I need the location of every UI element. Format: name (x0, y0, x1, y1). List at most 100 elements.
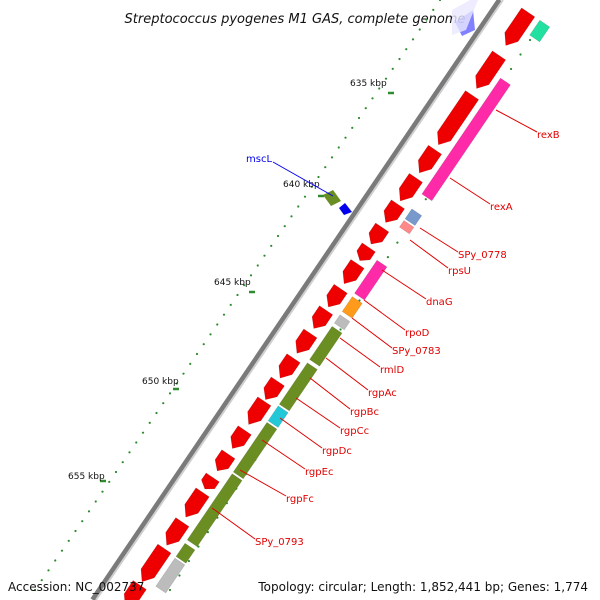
outer-dot (216, 323, 219, 326)
leader-line-rgpCc (295, 397, 341, 429)
outer-dot (351, 126, 354, 129)
gene-label-dnaG: dnaG (426, 297, 453, 308)
inner-dot (339, 328, 342, 331)
tick-label-650: 650 kbp (142, 377, 179, 387)
outer-dot (195, 352, 199, 356)
outer-dot (108, 480, 111, 483)
outer-dot (364, 107, 367, 110)
outer-dot (54, 559, 57, 562)
outer-dot (175, 382, 178, 385)
leader-line-rgpDc (279, 417, 323, 449)
outer-dot (222, 313, 226, 316)
gene-label-rgpBc: rgpBc (350, 407, 379, 418)
tick-label-635: 635 kbp (350, 79, 387, 89)
gene-label-rgpEc: rgpEc (305, 467, 333, 478)
cds-arrow (247, 396, 272, 425)
accession-text: Accession: NC_002737 (8, 580, 145, 594)
outer-feature-olive (323, 190, 341, 206)
feature-block (267, 405, 289, 428)
outer-dot (67, 539, 70, 542)
gene-labels: rexB rexA SPy_0778 rpsU dnaG rpoD SPy_0783 rmlD… (211, 109, 560, 548)
cds-arrow (278, 353, 301, 379)
outer-dot (60, 549, 64, 552)
inner-dot (396, 241, 399, 244)
gene-label-rexA: rexA (490, 202, 513, 213)
outer-dot (344, 136, 347, 139)
feature-block (354, 259, 388, 301)
leader-line-rgpAc (325, 357, 369, 391)
genome-backbone (90, 0, 504, 600)
feature-block (529, 19, 551, 43)
outer-dot (290, 215, 293, 218)
outer-dot (324, 166, 327, 169)
outer-dot (330, 156, 334, 159)
outer-dot (209, 333, 212, 336)
leader-line-rpsU (409, 239, 449, 269)
feature-block (232, 421, 278, 480)
outer-dot (94, 500, 97, 503)
gene-label-rgpFc: rgpFc (286, 494, 314, 505)
outer-dot (283, 225, 286, 228)
cds-arrow (368, 222, 390, 245)
outer-dot (303, 195, 307, 198)
outer-dot (229, 303, 232, 306)
inner-dot (509, 67, 513, 71)
outer-dot (121, 461, 124, 464)
leader-line-rmlD (339, 337, 381, 368)
outer-dot (47, 569, 50, 572)
leader-line-rgpEc (261, 439, 306, 470)
cds-arrow (342, 259, 365, 285)
outer-dot (101, 490, 104, 493)
outer-dot (114, 470, 118, 474)
gene-label-rgpAc: rgpAc (368, 388, 397, 399)
outer-dot (438, 0, 442, 2)
mscl-pointer-line (272, 161, 334, 197)
cds-arrow (214, 449, 236, 472)
cds-arrow (295, 328, 318, 354)
cds-arrow (311, 305, 334, 329)
outer-dot (357, 116, 361, 120)
inner-dot (424, 198, 427, 201)
outer-dot (40, 579, 43, 582)
outer-dot (243, 284, 246, 287)
leader-line-SPy_0783 (351, 317, 393, 349)
outer-dot (81, 520, 84, 523)
feature-block (341, 296, 363, 319)
feature-block (333, 314, 351, 331)
genome-summary-text: Topology: circular; Length: 1,852,441 bp… (258, 580, 588, 594)
outer-dot (189, 362, 192, 365)
gene-label-rmlD: rmlD (380, 365, 404, 376)
feature-block (309, 325, 343, 367)
kbp-ticks: 635 kbp 640 kbp 645 kbp 650 kbp 655 kbp (68, 79, 394, 483)
leader-line-SPy_0793 (211, 507, 256, 540)
feature-block (404, 208, 423, 226)
outer-dot (405, 48, 408, 51)
outer-feature-top-white (452, 0, 478, 35)
outer-dot (337, 146, 340, 149)
inner-dot (386, 256, 389, 259)
cds-arrow (140, 543, 172, 583)
gene-label-rpsU: rpsU (448, 266, 471, 277)
outer-dot (148, 421, 151, 424)
outer-feature-blue-mscl (339, 203, 352, 215)
tick-label-655: 655 kbp (68, 472, 105, 482)
cds-arrow (201, 472, 220, 490)
outer-dot (425, 18, 428, 21)
outer-dot (384, 77, 388, 80)
outer-dot (155, 411, 158, 415)
feature-block (278, 362, 318, 412)
leader-line-rpoD (363, 299, 406, 331)
outer-dot (162, 402, 165, 405)
cds-arrow (398, 172, 423, 202)
cds-arrow (356, 242, 376, 261)
outer-dot (256, 264, 259, 267)
outer-dot (168, 392, 172, 395)
inner-dot (358, 299, 361, 302)
outer-dot (249, 274, 253, 277)
outer-dot (87, 510, 91, 513)
feature-block (399, 220, 415, 235)
outer-dot (141, 431, 145, 434)
leader-line-rgpBc (309, 377, 351, 410)
cds-arrow (123, 580, 147, 600)
